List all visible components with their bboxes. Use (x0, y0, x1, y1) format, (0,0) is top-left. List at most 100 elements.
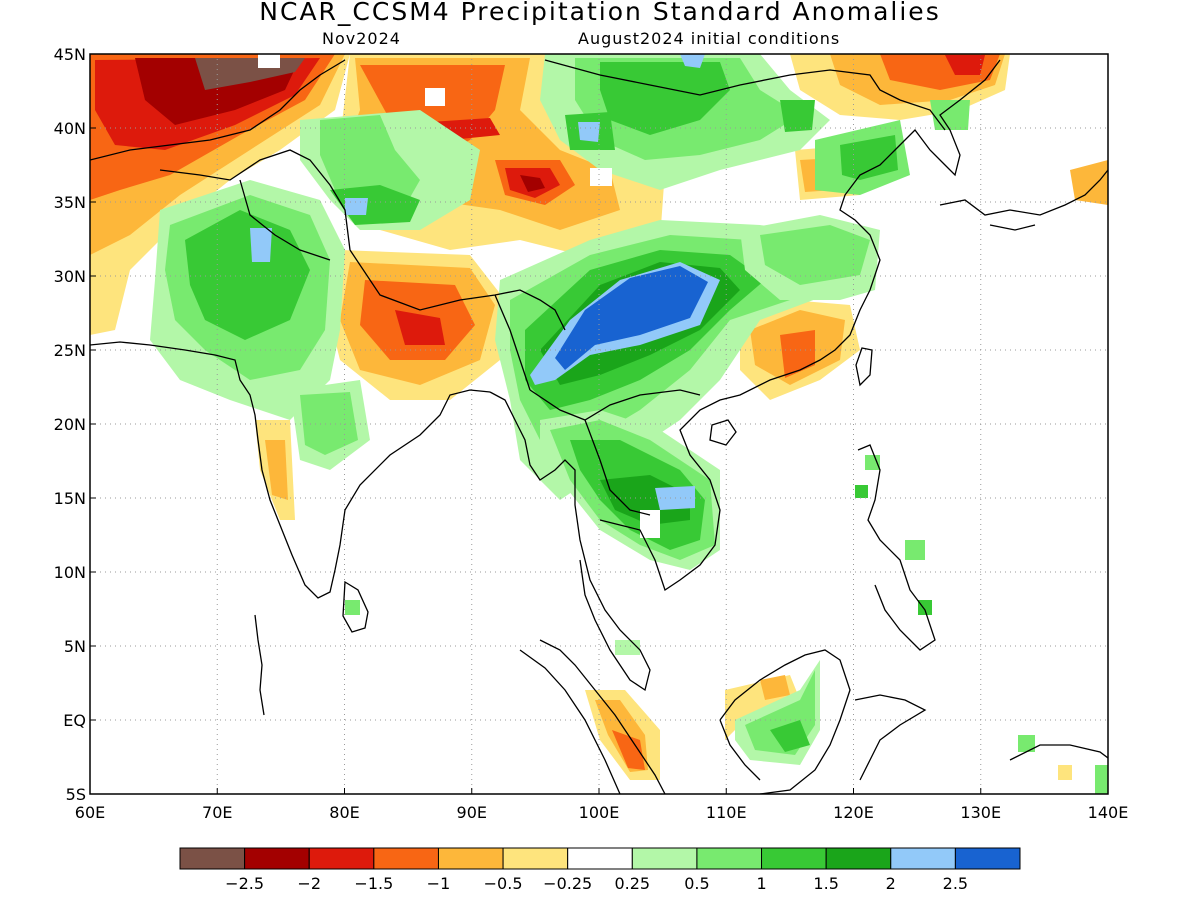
colorbar-swatch (954, 847, 1021, 870)
dry-anomaly-new-guinea (1058, 765, 1072, 780)
gridlines (90, 54, 1108, 794)
initial-conditions: August2024 initial conditions (578, 29, 841, 48)
lon-tick-label: 140E (1088, 803, 1129, 822)
lat-tick-label: 5S (66, 785, 86, 804)
wet-anomaly-korea (930, 100, 970, 130)
colorbar-swatch (567, 847, 633, 870)
lon-tick-label: 60E (75, 803, 105, 822)
lon-tick-label: 90E (457, 803, 487, 822)
wet-anomaly-india (300, 392, 358, 455)
colorbar-swatch (179, 847, 246, 870)
no-data-cell (258, 54, 280, 68)
wet-anomaly-korea (840, 135, 898, 180)
colorbar-swatch (631, 847, 698, 870)
wet-anomaly-philippines (855, 485, 868, 498)
coastline-japan (939, 169, 1108, 231)
lon-tick-label: 130E (960, 803, 1001, 822)
dry-anomaly-tibet (520, 175, 545, 192)
colorbar-swatch (890, 847, 956, 870)
coastline-new-guinea (1009, 744, 1108, 761)
anomaly-fields (90, 54, 1108, 794)
coastline-sulawesi (854, 694, 927, 781)
dry-anomaly-japan (1070, 160, 1108, 205)
wet-anomaly-philippines (865, 455, 880, 470)
forecast-month: Nov2024 (322, 29, 401, 48)
lon-tick-label: 120E (833, 803, 874, 822)
lat-tick-label: EQ (63, 711, 86, 730)
wet-anomaly-yunnan (555, 266, 708, 370)
colorbar-label: −0.5 (484, 874, 523, 893)
lon-tick-label: 70E (202, 803, 232, 822)
no-data-cell (640, 510, 660, 538)
colorbar-swatch (761, 847, 827, 870)
colorbar-swatch (437, 847, 504, 870)
coastlines (90, 59, 1108, 794)
colorbar-swatch (244, 847, 310, 870)
colorbar-swatch (373, 847, 439, 870)
colorbar-swatch (696, 847, 763, 870)
lat-tick-label: 45N (54, 45, 86, 64)
colorbar-label: −2 (297, 874, 321, 893)
wet-anomaly-malaya (615, 640, 640, 655)
lat-tick-label: 10N (54, 563, 86, 582)
lon-tick-label: 100E (579, 803, 620, 822)
dry-anomaly-sumatra (612, 730, 645, 770)
lat-tick-label: 25N (54, 341, 86, 360)
dry-anomaly-india (265, 440, 288, 500)
lat-tick-label: 40N (54, 119, 86, 138)
lat-tick-label: 15N (54, 489, 86, 508)
wet-anomaly-sri-lanka (345, 600, 360, 615)
axis-ticks: 60E 70E 80E 90E 100E 110E 120E 130E 140E 45N 40N 35… (54, 45, 1129, 822)
dry-anomaly-borneo (760, 675, 790, 700)
colorbar-swatch (502, 847, 569, 870)
colorbar-label: −1.5 (354, 874, 393, 893)
wet-anomaly-papua (1095, 765, 1108, 794)
colorbar-swatch (308, 847, 375, 870)
wet-anomaly-pakistan (185, 210, 310, 340)
wet-anomaly-sulawesi (1018, 735, 1035, 752)
colorbar-label: 2.5 (943, 874, 968, 893)
coastline-southeast-asia (489, 391, 651, 692)
dry-anomaly-northeast-china (945, 55, 985, 75)
coastline-sri-lanka (342, 580, 369, 633)
no-data-cell (590, 168, 612, 186)
lon-tick-label: 80E (329, 803, 359, 822)
wet-anomaly-philippines (918, 600, 932, 615)
colorbar-label: 2 (886, 874, 896, 893)
colorbar-label: 1 (756, 874, 766, 893)
coastline-philippines (857, 444, 936, 651)
coastline-south-asia (90, 341, 491, 599)
wet-anomaly-mongolia (780, 100, 815, 132)
wet-anomaly-philippines (905, 540, 925, 560)
dry-anomaly-south-china (780, 330, 815, 378)
coastline-hainan-taiwan (709, 347, 873, 446)
wet-anomaly-mongolia (680, 54, 705, 68)
wet-anomaly-borneo (770, 720, 810, 752)
wet-anomaly-mongolia (600, 62, 730, 135)
wet-anomaly-pakistan (250, 228, 272, 262)
wet-anomaly-mongolia (578, 122, 600, 142)
wet-anomaly-tarim (345, 198, 368, 215)
coastline-maldives (254, 614, 265, 716)
coastline-borneo (719, 649, 851, 794)
colorbar-label: −2.5 (225, 874, 264, 893)
colorbar-label: 1.5 (813, 874, 838, 893)
lat-tick-label: 5N (64, 637, 86, 656)
borders-asia (90, 59, 946, 516)
map-title: NCAR_CCSM4 Precipitation Standard Anomal… (259, 0, 941, 26)
colorbar-label: 0.5 (684, 874, 709, 893)
lat-tick-label: 30N (54, 267, 86, 286)
colorbar-label: −0.25 (543, 874, 592, 893)
lat-tick-label: 20N (54, 415, 86, 434)
lat-tick-label: 35N (54, 193, 86, 212)
coastline-indochina (599, 59, 1001, 592)
lon-tick-label: 110E (706, 803, 747, 822)
no-data-cell (425, 88, 445, 106)
coastline-sumatra (519, 639, 666, 794)
colorbar-label: 0.25 (614, 874, 650, 893)
colorbar-label: −1 (427, 874, 451, 893)
dry-anomaly-himalaya (395, 310, 445, 345)
colorbar-swatch (825, 847, 892, 870)
wet-anomaly-east-china (760, 225, 870, 285)
